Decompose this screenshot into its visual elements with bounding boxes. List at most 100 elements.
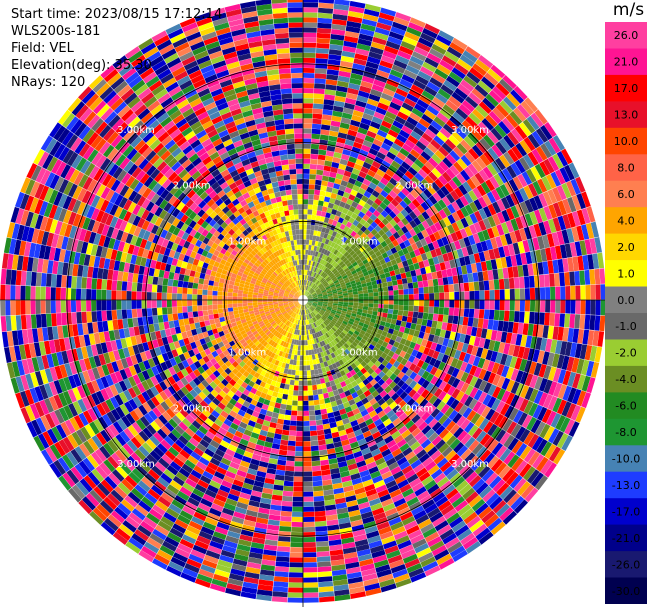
radar-gate	[474, 415, 485, 428]
radar-gate	[316, 363, 322, 369]
radar-gate	[408, 423, 418, 434]
radar-gate	[383, 326, 390, 333]
radar-gate	[438, 371, 447, 381]
radar-gate	[332, 303, 338, 306]
radar-gate	[316, 246, 320, 252]
radar-gate	[581, 375, 591, 392]
radar-gate	[377, 311, 383, 317]
radar-gate	[461, 265, 468, 275]
radar-gate	[311, 133, 321, 140]
radar-gate	[100, 388, 110, 401]
radar-gate	[334, 314, 340, 319]
radar-gate	[166, 565, 182, 577]
radar-gate	[272, 348, 278, 354]
radar-gate	[288, 327, 293, 333]
radar-gate	[355, 100, 367, 108]
radar-gate	[465, 215, 474, 226]
radar-gate	[393, 59, 408, 70]
radar-gate	[349, 0, 366, 9]
radar-gate	[172, 475, 185, 487]
radar-gate	[346, 410, 355, 418]
radar-gate	[459, 228, 468, 239]
radar-gate	[385, 168, 395, 178]
radar-gate	[437, 336, 445, 345]
radar-gate	[100, 521, 116, 536]
radar-gate	[423, 259, 430, 268]
radar-gate	[411, 242, 419, 251]
radar-gate	[492, 107, 506, 121]
radar-gate	[506, 492, 521, 507]
radar-gate	[314, 308, 320, 313]
radar-gate	[382, 50, 397, 60]
radar-gate	[197, 374, 205, 383]
radar-gate	[307, 324, 310, 330]
radar-gate	[485, 114, 498, 128]
radar-gate	[524, 373, 534, 387]
radar-gate	[150, 386, 159, 397]
radar-gate	[332, 110, 343, 118]
radar-gate	[428, 286, 434, 294]
radar-gate	[334, 178, 342, 185]
radar-gate	[255, 348, 262, 355]
radar-gate	[424, 175, 434, 185]
radar-gate	[227, 530, 241, 539]
radar-gate	[510, 394, 520, 408]
radar-gate	[368, 540, 383, 549]
radar-gate	[315, 337, 320, 343]
radar-gate	[469, 365, 478, 376]
radar-gate	[432, 256, 440, 265]
radar-gate	[172, 392, 182, 402]
radar-gate	[350, 441, 359, 449]
radar-gate	[371, 390, 380, 398]
radar-gate	[327, 240, 333, 246]
radar-gate	[235, 341, 242, 348]
radar-gate	[317, 257, 322, 264]
radar-gate	[378, 371, 386, 379]
radar-gate	[253, 480, 265, 488]
radar-gate	[346, 182, 355, 190]
radar-gate	[259, 429, 268, 437]
radar-gate	[333, 100, 345, 108]
radar-gate	[562, 370, 572, 386]
radar-gate	[399, 254, 407, 262]
radar-gate	[189, 410, 199, 420]
radar-gate	[326, 287, 332, 291]
radar-gate	[295, 370, 300, 376]
radar-gate	[116, 527, 131, 541]
radar-gate	[388, 357, 396, 365]
radar-gate	[548, 428, 560, 444]
radar-gate	[517, 346, 526, 359]
radar-gate	[184, 529, 199, 540]
radar-gate	[208, 426, 218, 436]
radar-gate	[567, 212, 576, 228]
radar-gate	[123, 389, 133, 401]
radar-gate	[288, 303, 294, 306]
radar-gate	[413, 305, 419, 312]
radar-gate	[213, 498, 226, 508]
radar-gate	[228, 357, 236, 365]
radar-gate	[377, 193, 386, 202]
radar-gate	[227, 578, 244, 587]
radar-gate	[335, 312, 341, 317]
radar-gate	[170, 556, 186, 568]
radar-gate	[399, 78, 413, 89]
radar-gate	[312, 296, 318, 299]
radar-gate	[307, 390, 313, 396]
radar-gate	[347, 129, 358, 137]
radar-gate	[128, 376, 137, 387]
radar-gate	[70, 448, 83, 464]
radar-gate	[379, 124, 390, 134]
radar-gate	[317, 368, 323, 374]
radar-gate	[97, 416, 109, 430]
radar-gate	[349, 267, 356, 273]
radar-gate	[490, 127, 503, 141]
radar-gate	[169, 405, 180, 415]
radar-gate	[456, 266, 463, 276]
radar-gate	[293, 385, 299, 391]
radar-gate	[212, 435, 223, 445]
radar-gate	[281, 310, 287, 314]
radar-gate	[559, 313, 565, 327]
radar-gate	[444, 182, 454, 193]
radar-gate	[492, 320, 499, 331]
radar-gate	[537, 350, 545, 364]
